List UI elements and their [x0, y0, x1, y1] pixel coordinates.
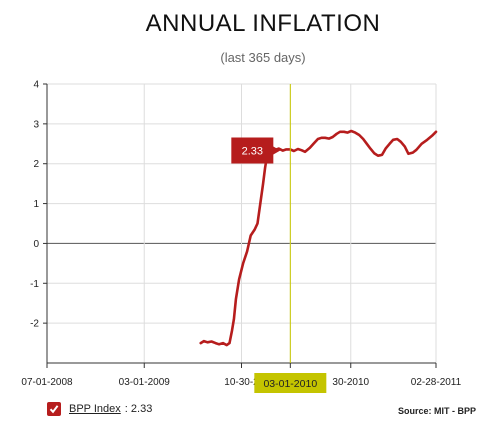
y-tick-label: -1 — [30, 279, 39, 290]
checkbox-icon[interactable] — [47, 402, 61, 416]
crosshair-date-label: 03-01-2010 — [263, 378, 317, 390]
y-tick-label: 0 — [33, 239, 39, 250]
y-tick-label: -2 — [30, 319, 39, 330]
chart-subtitle: (last 365 days) — [220, 50, 306, 65]
legend-series-name[interactable]: BPP Index — [69, 403, 121, 415]
crosshair-date-box — [254, 373, 327, 393]
series-line-bpp-index[interactable] — [199, 129, 438, 347]
legend[interactable]: BPP Index : 2.33 — [47, 402, 152, 416]
y-tick-label: 2 — [33, 159, 39, 170]
x-tick-label: 30-2010 — [332, 377, 369, 388]
y-tick-label: 4 — [33, 80, 39, 91]
x-tick-label: 03-01-2009 — [119, 377, 171, 388]
y-tick-label: 1 — [33, 199, 39, 210]
chart-title: ANNUAL INFLATION — [145, 10, 381, 37]
x-tick-label: 02-28-2011 — [411, 377, 462, 388]
tooltip-value: 2.33 — [242, 146, 263, 158]
legend-value: 2.33 — [130, 403, 153, 415]
x-tick-label: 10-30-2 — [224, 377, 259, 388]
x-tick-label: 07-01-2008 — [21, 377, 73, 388]
y-tick-label: 3 — [33, 119, 39, 130]
tooltip-box — [231, 137, 281, 164]
legend-separator: : — [124, 403, 131, 415]
source-note: Source: MIT - BPP — [397, 406, 476, 416]
